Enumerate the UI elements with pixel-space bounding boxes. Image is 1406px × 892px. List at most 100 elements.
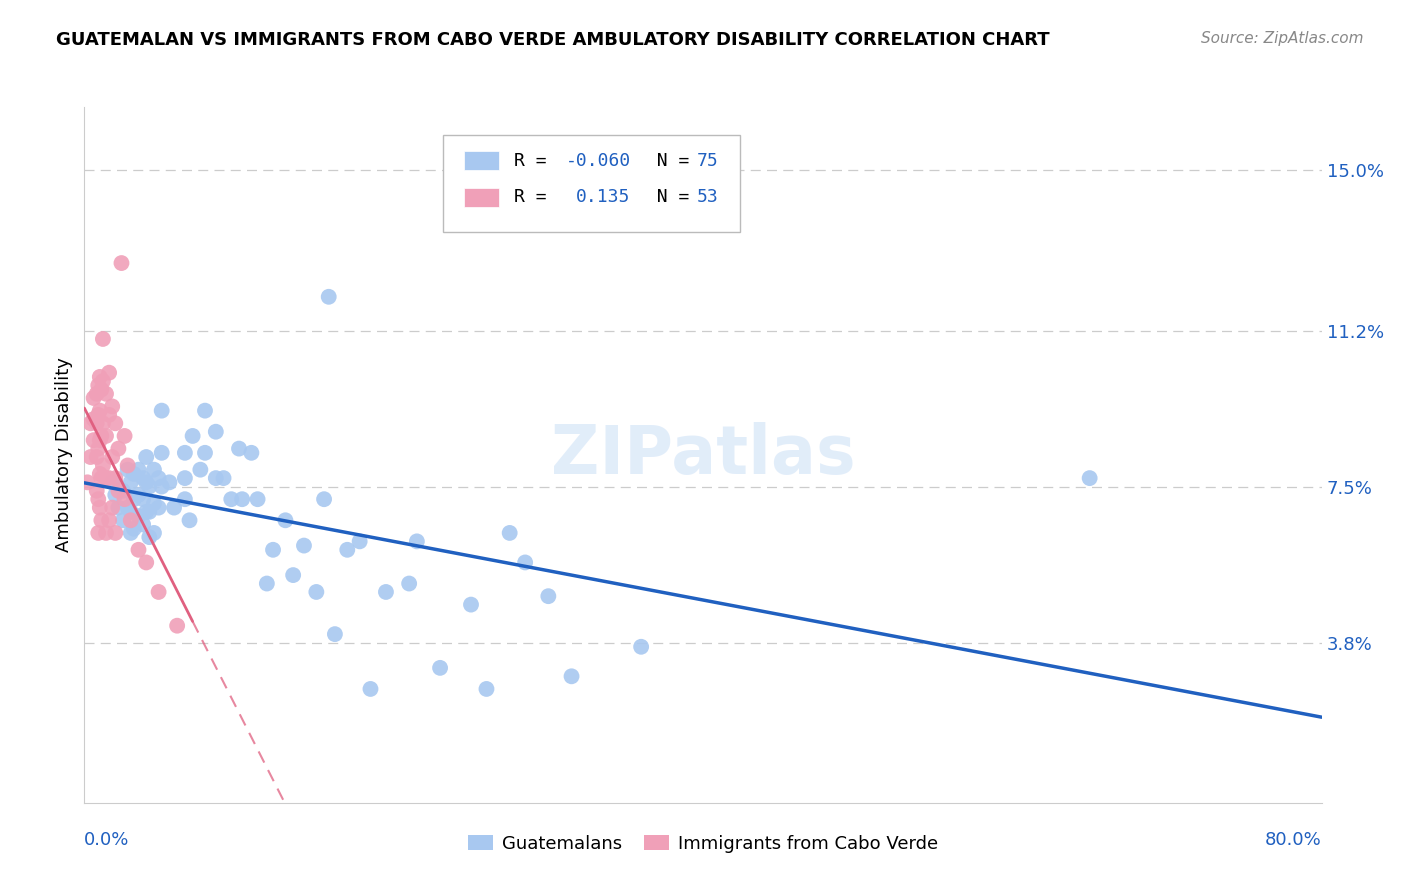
Point (79, 417, 101, 431)
Point (87, 492, 110, 507)
Point (240, 446, 263, 460)
Point (174, 471, 197, 485)
Point (314, 492, 336, 507)
Point (163, 500, 186, 515)
Point (91, 458, 114, 473)
Point (94, 525, 117, 540)
Point (561, 669, 583, 683)
Point (91, 332, 114, 346)
Point (122, 492, 145, 507)
Point (122, 522, 145, 536)
Point (98, 471, 121, 485)
Point (104, 471, 127, 485)
Point (194, 446, 217, 460)
Point (515, 556, 537, 570)
Point (194, 403, 217, 417)
Bar (464, 187, 499, 207)
Point (135, 556, 157, 570)
Point (128, 542, 150, 557)
Point (104, 525, 127, 540)
Point (98, 513, 121, 527)
Point (1078, 471, 1101, 485)
Point (98, 366, 121, 380)
Text: R =: R = (513, 188, 568, 206)
Point (138, 479, 160, 493)
Point (101, 450, 124, 464)
Point (179, 513, 201, 527)
Point (135, 505, 157, 519)
Point (166, 618, 188, 632)
Point (101, 475, 124, 490)
Point (91, 374, 114, 388)
Point (256, 576, 278, 591)
Point (117, 463, 139, 477)
Text: N =: N = (636, 188, 700, 206)
Point (90, 429, 112, 443)
Point (174, 492, 197, 507)
Point (246, 492, 269, 507)
Point (148, 585, 170, 599)
Point (205, 425, 228, 439)
Point (79, 450, 101, 464)
Point (212, 471, 235, 485)
Point (292, 539, 315, 553)
Point (128, 509, 150, 524)
Point (86, 386, 108, 401)
Text: 53: 53 (697, 188, 718, 206)
Point (104, 488, 127, 502)
Point (107, 500, 129, 515)
Point (460, 598, 482, 612)
Point (89, 500, 111, 515)
Point (398, 576, 420, 591)
Point (128, 463, 150, 477)
Point (90, 383, 112, 397)
Point (228, 442, 250, 456)
Point (87, 378, 110, 392)
Text: R =: R = (513, 152, 557, 169)
Text: 0.0%: 0.0% (84, 830, 129, 848)
Point (205, 471, 228, 485)
Point (76, 475, 98, 490)
Point (107, 483, 129, 498)
Point (110, 256, 132, 270)
Point (86, 450, 108, 464)
Text: 80.0%: 80.0% (1265, 830, 1322, 848)
Point (150, 403, 173, 417)
Point (135, 475, 157, 490)
Point (120, 525, 142, 540)
Point (148, 500, 170, 515)
Point (132, 517, 155, 532)
Point (94, 471, 117, 485)
FancyBboxPatch shape (443, 135, 740, 232)
Point (143, 463, 166, 477)
Point (262, 542, 284, 557)
Point (336, 542, 359, 557)
Point (86, 483, 108, 498)
Point (132, 471, 155, 485)
Point (117, 500, 139, 515)
Point (114, 492, 136, 507)
Point (112, 483, 135, 498)
Y-axis label: Ambulatory Disability: Ambulatory Disability (55, 358, 73, 552)
Point (138, 530, 160, 544)
Point (87, 525, 110, 540)
Point (406, 534, 429, 549)
Point (117, 458, 139, 473)
Point (112, 513, 135, 527)
Point (148, 471, 170, 485)
Point (83, 391, 105, 405)
Point (83, 433, 105, 447)
Point (120, 475, 142, 490)
Point (283, 568, 305, 582)
Point (274, 513, 297, 527)
Point (107, 442, 129, 456)
Legend: Guatemalans, Immigrants from Cabo Verde: Guatemalans, Immigrants from Cabo Verde (461, 828, 945, 860)
Point (159, 475, 181, 490)
Point (122, 467, 145, 481)
Text: 0.135: 0.135 (575, 188, 630, 206)
Point (143, 525, 166, 540)
Point (475, 681, 498, 696)
Point (89, 467, 111, 481)
Point (138, 505, 160, 519)
Point (120, 505, 142, 519)
